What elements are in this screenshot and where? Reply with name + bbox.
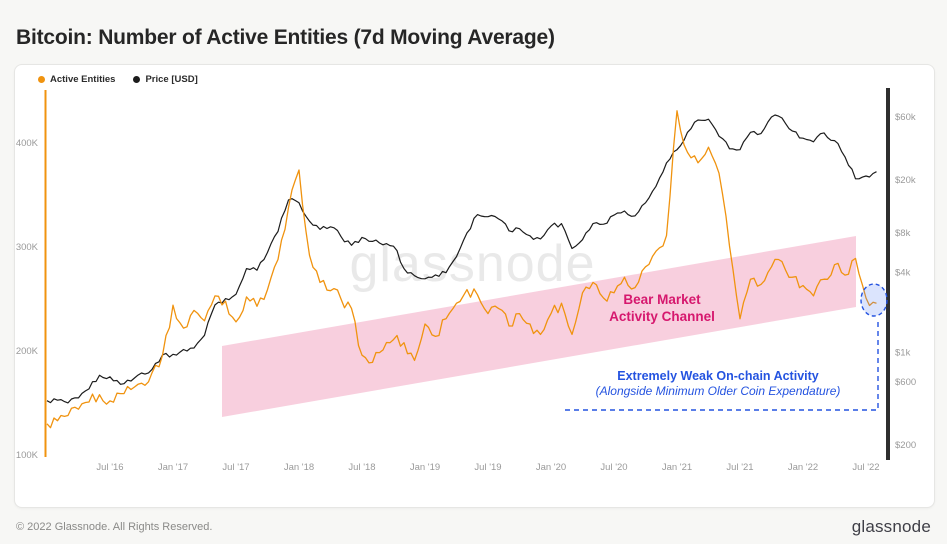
weak-activity-annotation: Extremely Weak On-chain Activity (Alongs… bbox=[548, 369, 888, 398]
bear-market-channel-annotation: Bear Market Activity Channel bbox=[576, 292, 748, 326]
page-title: Bitcoin: Number of Active Entities (7d M… bbox=[16, 26, 555, 50]
legend-item-price[interactable]: Price [USD] bbox=[133, 74, 198, 85]
copyright-text: © 2022 Glassnode. All Rights Reserved. bbox=[16, 521, 213, 533]
bear-market-annotation-line1: Bear Market bbox=[623, 292, 701, 307]
chart-legend: Active Entities Price [USD] bbox=[38, 74, 198, 85]
glassnode-watermark: glassnode bbox=[349, 235, 596, 293]
glassnode-logo: glassnode bbox=[851, 517, 931, 536]
legend-dot-price-icon bbox=[133, 76, 141, 83]
bear-market-annotation-line2: Activity Channel bbox=[609, 308, 715, 324]
legend-label-active-entities: Active Entities bbox=[50, 74, 116, 85]
footer: © 2022 Glassnode. All Rights Reserved. g… bbox=[0, 510, 947, 544]
weak-activity-annotation-line2: (Alongside Minimum Older Coin Expendatur… bbox=[595, 384, 841, 398]
legend-label-price: Price [USD] bbox=[145, 74, 198, 85]
legend-dot-active-entities-icon bbox=[38, 76, 45, 83]
legend-item-active-entities[interactable]: Active Entities bbox=[38, 74, 115, 85]
weak-activity-annotation-line1: Extremely Weak On-chain Activity bbox=[617, 369, 819, 383]
